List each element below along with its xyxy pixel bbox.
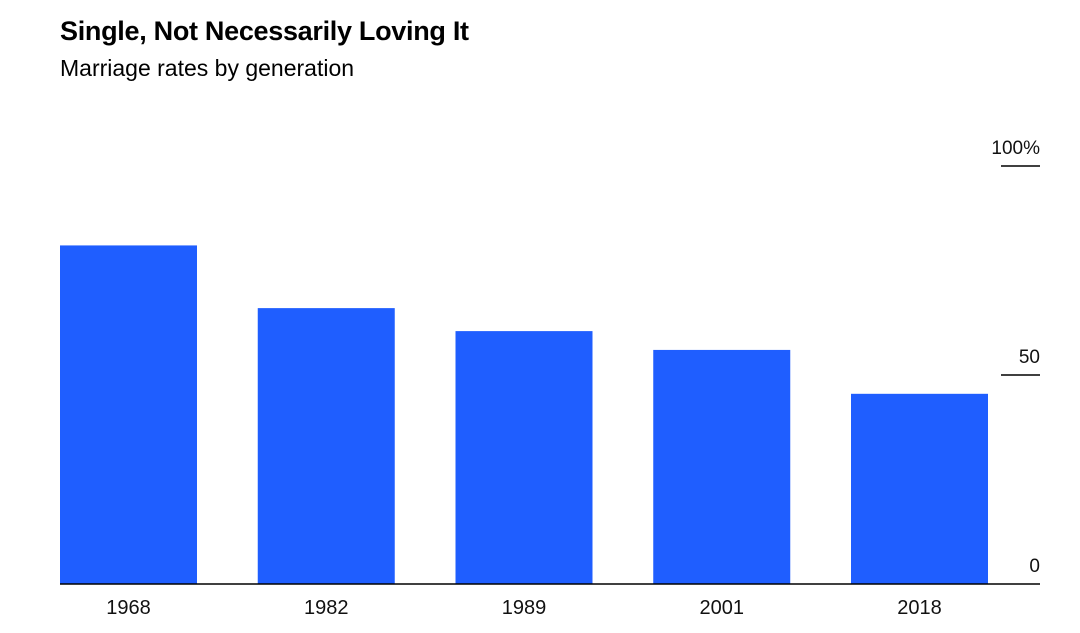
x-tick-label: 1982	[304, 597, 349, 619]
bar-1989	[455, 331, 593, 584]
x-tick-label: 1968	[106, 597, 151, 619]
bar-1982	[257, 308, 395, 584]
bar-2001	[653, 349, 791, 584]
y-tick-label: 0	[1029, 556, 1040, 577]
y-tick-label: 50	[1019, 347, 1040, 368]
x-tick-label: 1989	[502, 597, 547, 619]
y-axis: 0 50 100%	[991, 138, 1040, 577]
y-tick-label: 100%	[991, 138, 1040, 159]
bar-1968	[60, 245, 197, 585]
x-tick-label: 2001	[700, 597, 745, 619]
x-axis: 1968 1982 1989 2001 2018	[60, 583, 1040, 619]
bar-2018	[851, 393, 988, 584]
chart-subtitle: Marriage rates by generation	[60, 55, 355, 81]
chart-title: Single, Not Necessarily Loving It	[60, 16, 469, 46]
bars-group	[60, 245, 988, 585]
x-tick-label: 2018	[897, 597, 942, 619]
